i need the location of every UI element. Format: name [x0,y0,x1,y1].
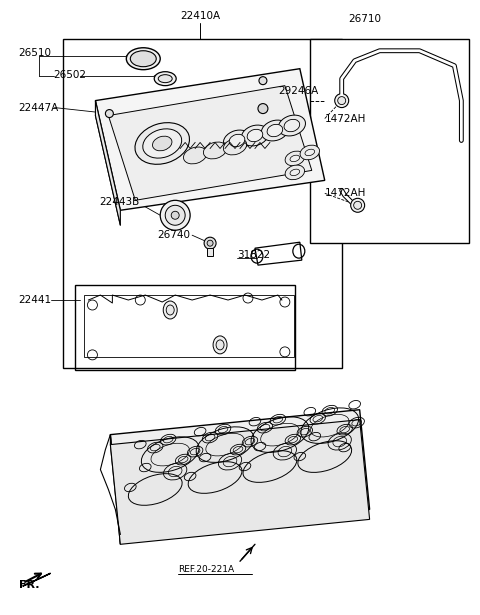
Text: 26510: 26510 [19,48,52,58]
Ellipse shape [247,129,263,141]
Ellipse shape [241,125,269,146]
Text: 29246A: 29246A [278,85,318,95]
Polygon shape [96,101,120,225]
Ellipse shape [290,155,300,162]
Ellipse shape [354,201,361,209]
Text: FR.: FR. [19,580,39,590]
Ellipse shape [216,340,224,350]
Text: 31822: 31822 [237,250,270,260]
Ellipse shape [284,119,300,132]
Ellipse shape [338,97,346,105]
Ellipse shape [183,147,207,164]
Text: 22410A: 22410A [180,11,220,21]
Polygon shape [110,435,120,544]
Polygon shape [108,85,312,200]
Ellipse shape [163,301,177,319]
Ellipse shape [126,48,160,69]
Ellipse shape [106,109,113,117]
Ellipse shape [153,136,172,151]
Polygon shape [96,69,325,210]
Text: 26710: 26710 [348,14,381,24]
Text: 22443B: 22443B [99,197,140,207]
Text: 1472AH: 1472AH [325,188,366,198]
Ellipse shape [130,51,156,66]
Ellipse shape [351,198,365,212]
Ellipse shape [171,212,179,220]
Bar [62,39,342,368]
Text: 1472AH: 1472AH [325,114,366,124]
Polygon shape [110,410,370,534]
Ellipse shape [166,305,174,315]
Ellipse shape [261,120,288,141]
Ellipse shape [305,149,314,156]
Ellipse shape [290,169,300,176]
Ellipse shape [229,134,245,147]
Polygon shape [207,248,213,256]
Ellipse shape [213,336,227,354]
Ellipse shape [223,138,247,155]
Text: REF.20-221A: REF.20-221A [178,565,234,574]
Ellipse shape [258,103,268,114]
Ellipse shape [300,145,320,160]
Ellipse shape [278,115,305,136]
Ellipse shape [165,205,185,225]
Ellipse shape [207,240,213,246]
Ellipse shape [160,200,190,230]
Ellipse shape [335,93,348,108]
Ellipse shape [285,165,305,180]
Text: 26502: 26502 [54,69,86,80]
Ellipse shape [204,142,227,159]
Text: 26740: 26740 [157,230,190,240]
Ellipse shape [223,130,251,151]
Bar [310,39,469,243]
Polygon shape [110,419,370,544]
Text: 22441: 22441 [19,295,52,305]
Ellipse shape [285,151,305,166]
Ellipse shape [143,129,181,158]
Ellipse shape [154,72,176,85]
Ellipse shape [135,122,190,164]
Text: 22447A: 22447A [19,103,59,113]
Bar [84,295,294,357]
Polygon shape [23,573,50,586]
Ellipse shape [259,77,267,85]
Ellipse shape [267,124,283,137]
Ellipse shape [204,237,216,249]
Ellipse shape [158,74,172,82]
